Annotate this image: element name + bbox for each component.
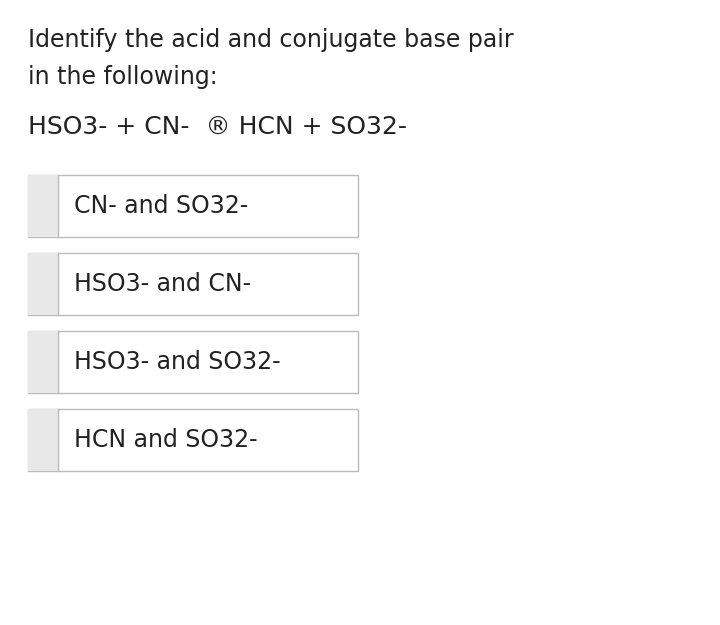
Bar [28,253,58,315]
Bar [28,175,58,237]
Text: HSO3- and SO32-: HSO3- and SO32- [74,350,281,374]
Text: HSO3- and CN-: HSO3- and CN- [74,272,251,296]
Text: CN- and SO32-: CN- and SO32- [74,194,248,218]
Bar [28,409,58,471]
Bar [28,331,58,393]
Text: in the following:: in the following: [28,65,217,89]
Text: HCN and SO32-: HCN and SO32- [74,428,258,452]
Text: Identify the acid and conjugate base pair: Identify the acid and conjugate base pai… [28,28,513,52]
Bar [28,253,358,315]
Bar [28,331,358,393]
Text: HSO3- + CN-  ® HCN + SO32-: HSO3- + CN- ® HCN + SO32- [28,115,407,139]
Bar [28,409,358,471]
Bar [28,175,358,237]
